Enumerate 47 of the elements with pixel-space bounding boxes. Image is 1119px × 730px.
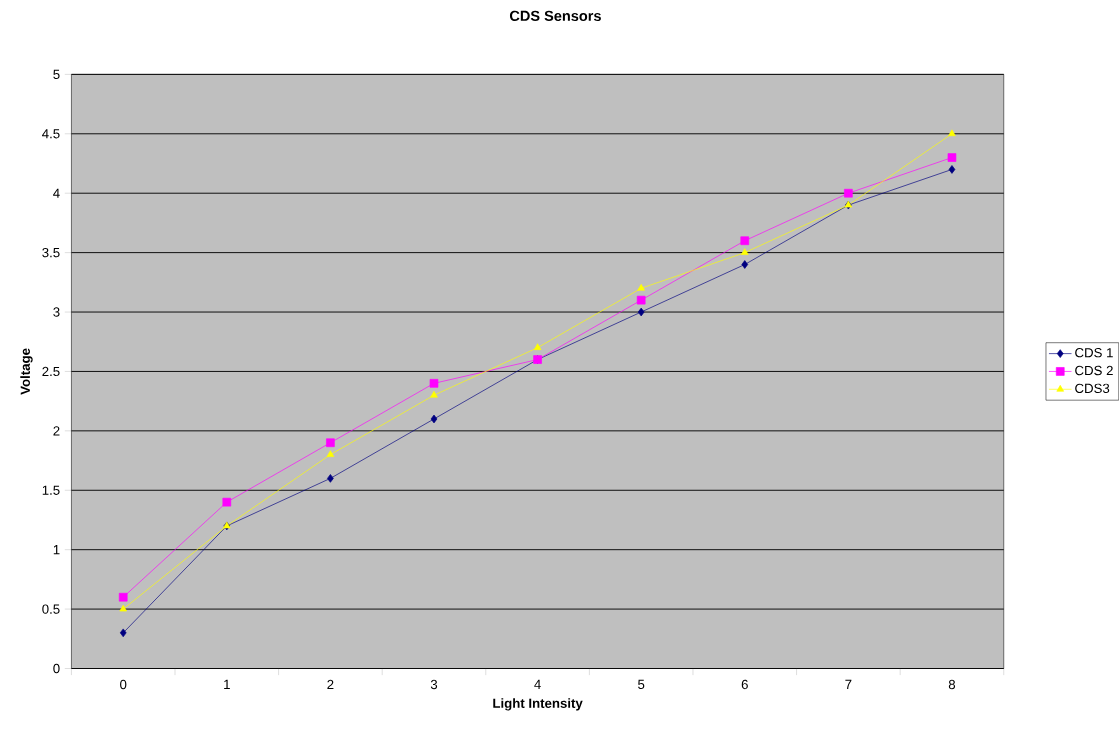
x-axis-title: Light Intensity xyxy=(493,698,583,711)
y-tick-label: 3.5 xyxy=(42,247,60,258)
y-tick-label: 2.5 xyxy=(42,366,60,377)
point xyxy=(119,604,127,612)
point xyxy=(533,343,542,350)
point xyxy=(844,188,853,198)
point xyxy=(430,414,438,424)
y-tick-label: 0.5 xyxy=(42,604,60,614)
y-tick-label: 0 xyxy=(53,663,60,674)
point xyxy=(637,307,645,317)
point xyxy=(118,592,128,602)
y-tick-label: 4 xyxy=(53,188,60,198)
y-tick-label: 1.5 xyxy=(42,485,60,495)
point xyxy=(948,129,956,137)
x-tick-label: 2 xyxy=(327,679,334,690)
y-tick-label: 5 xyxy=(53,69,60,79)
legend-label: CDS 1 xyxy=(1075,348,1113,358)
point xyxy=(741,260,749,269)
point xyxy=(637,283,645,291)
x-tick-label: 3 xyxy=(430,679,438,690)
point xyxy=(741,248,749,255)
point xyxy=(740,236,750,246)
point xyxy=(222,497,232,507)
x-tick-label: 4 xyxy=(534,679,541,689)
point xyxy=(326,438,335,448)
point xyxy=(636,295,646,305)
legend-label: CDS 2 xyxy=(1075,365,1113,376)
y-tick-label: 4.5 xyxy=(42,129,60,139)
point xyxy=(119,628,127,638)
point xyxy=(430,390,438,398)
x-tick-label: 5 xyxy=(638,679,645,690)
x-tick-label: 6 xyxy=(741,679,748,690)
x-tick-label: 7 xyxy=(845,679,852,689)
point xyxy=(429,379,439,388)
point xyxy=(948,165,956,174)
point xyxy=(326,450,335,457)
legend-label: CDS3 xyxy=(1075,383,1110,394)
x-tick-label: 8 xyxy=(948,679,956,690)
x-tick-label: 1 xyxy=(224,679,230,689)
point xyxy=(947,153,957,162)
y-tick-label: 3 xyxy=(53,307,60,317)
y-tick-label: 1 xyxy=(53,545,60,555)
y-tick-label: 2 xyxy=(53,426,60,436)
point xyxy=(327,474,334,483)
x-tick-label: 0 xyxy=(120,679,127,690)
y-axis-title: Voltage xyxy=(20,348,33,395)
chart-title: CDS Sensors xyxy=(509,10,601,22)
